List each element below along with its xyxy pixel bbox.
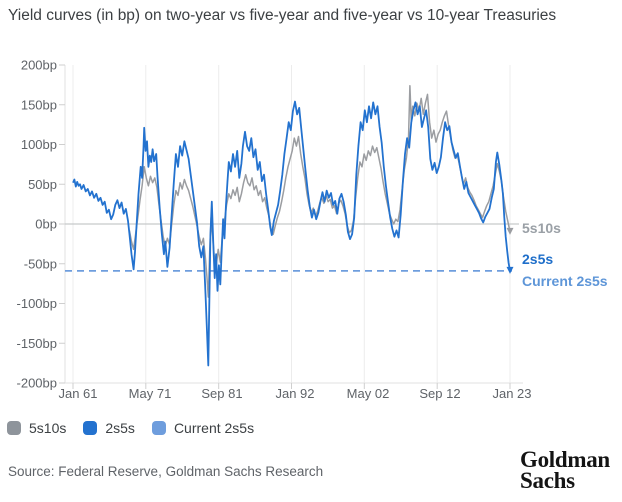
legend-swatch-5s10s <box>7 421 21 435</box>
legend-swatch-current-2s5s <box>151 421 166 435</box>
svg-text:50bp: 50bp <box>28 177 57 192</box>
svg-text:Jan 61: Jan 61 <box>58 386 97 401</box>
y-axis-ticks <box>59 64 65 384</box>
svg-text:100bp: 100bp <box>21 137 57 152</box>
svg-text:0bp: 0bp <box>35 217 57 232</box>
svg-text:-100bp: -100bp <box>17 296 57 311</box>
x-axis-ticks <box>72 383 511 389</box>
svg-text:150bp: 150bp <box>21 97 57 112</box>
series-line-2s5s <box>72 100 511 367</box>
series-line-5s10s <box>128 84 511 298</box>
legend-item-2s5s: 2s5s <box>83 420 135 436</box>
svg-text:200bp: 200bp <box>21 58 57 73</box>
y-axis-labels: 200bp 150bp 100bp 50bp 0bp -50bp -100bp … <box>17 58 57 391</box>
source-note: Source: Federal Reserve, Goldman Sachs R… <box>8 464 324 479</box>
x-axis-labels: Jan 61 May 71 Sep 81 Jan 92 May 02 Sep 1… <box>58 386 531 401</box>
svg-text:-200bp: -200bp <box>17 376 57 391</box>
annotation-5s10s: 5s10s <box>522 220 561 236</box>
legend-label-current-2s5s: Current 2s5s <box>173 420 255 436</box>
chart-title: Yield curves (in bp) on two-year vs five… <box>8 7 557 24</box>
logo-line-1: Goldman <box>520 447 610 472</box>
chart-canvas: 200bp 150bp 100bp 50bp 0bp -50bp -100bp … <box>17 58 608 402</box>
goldman-sachs-logo: Goldman Sachs <box>520 447 610 493</box>
svg-text:-150bp: -150bp <box>17 336 57 351</box>
svg-text:Jan 23: Jan 23 <box>492 386 531 401</box>
svg-text:Sep 81: Sep 81 <box>201 386 242 401</box>
svg-text:Jan 92: Jan 92 <box>275 386 314 401</box>
legend-swatch-2s5s <box>83 421 98 435</box>
svg-text:May 02: May 02 <box>347 386 390 401</box>
legend-label-5s10s: 5s10s <box>29 420 67 436</box>
logo-line-2: Sachs <box>520 468 575 493</box>
series-layer <box>65 84 514 367</box>
legend-label-2s5s: 2s5s <box>105 420 135 436</box>
legend-item-current-2s5s: Current 2s5s <box>151 420 255 436</box>
series-end-marker-2s5s <box>506 266 514 274</box>
svg-text:-50bp: -50bp <box>24 256 57 271</box>
series-end-marker-5s10s <box>506 227 514 235</box>
svg-text:May 71: May 71 <box>129 386 172 401</box>
annotation-2s5s: 2s5s <box>522 251 553 267</box>
legend-item-5s10s: 5s10s <box>7 420 66 436</box>
chart-legend: 5s10s 2s5s Current 2s5s <box>7 420 271 436</box>
svg-text:Sep 12: Sep 12 <box>419 386 460 401</box>
annotation-current-2s5s: Current 2s5s <box>522 273 608 289</box>
